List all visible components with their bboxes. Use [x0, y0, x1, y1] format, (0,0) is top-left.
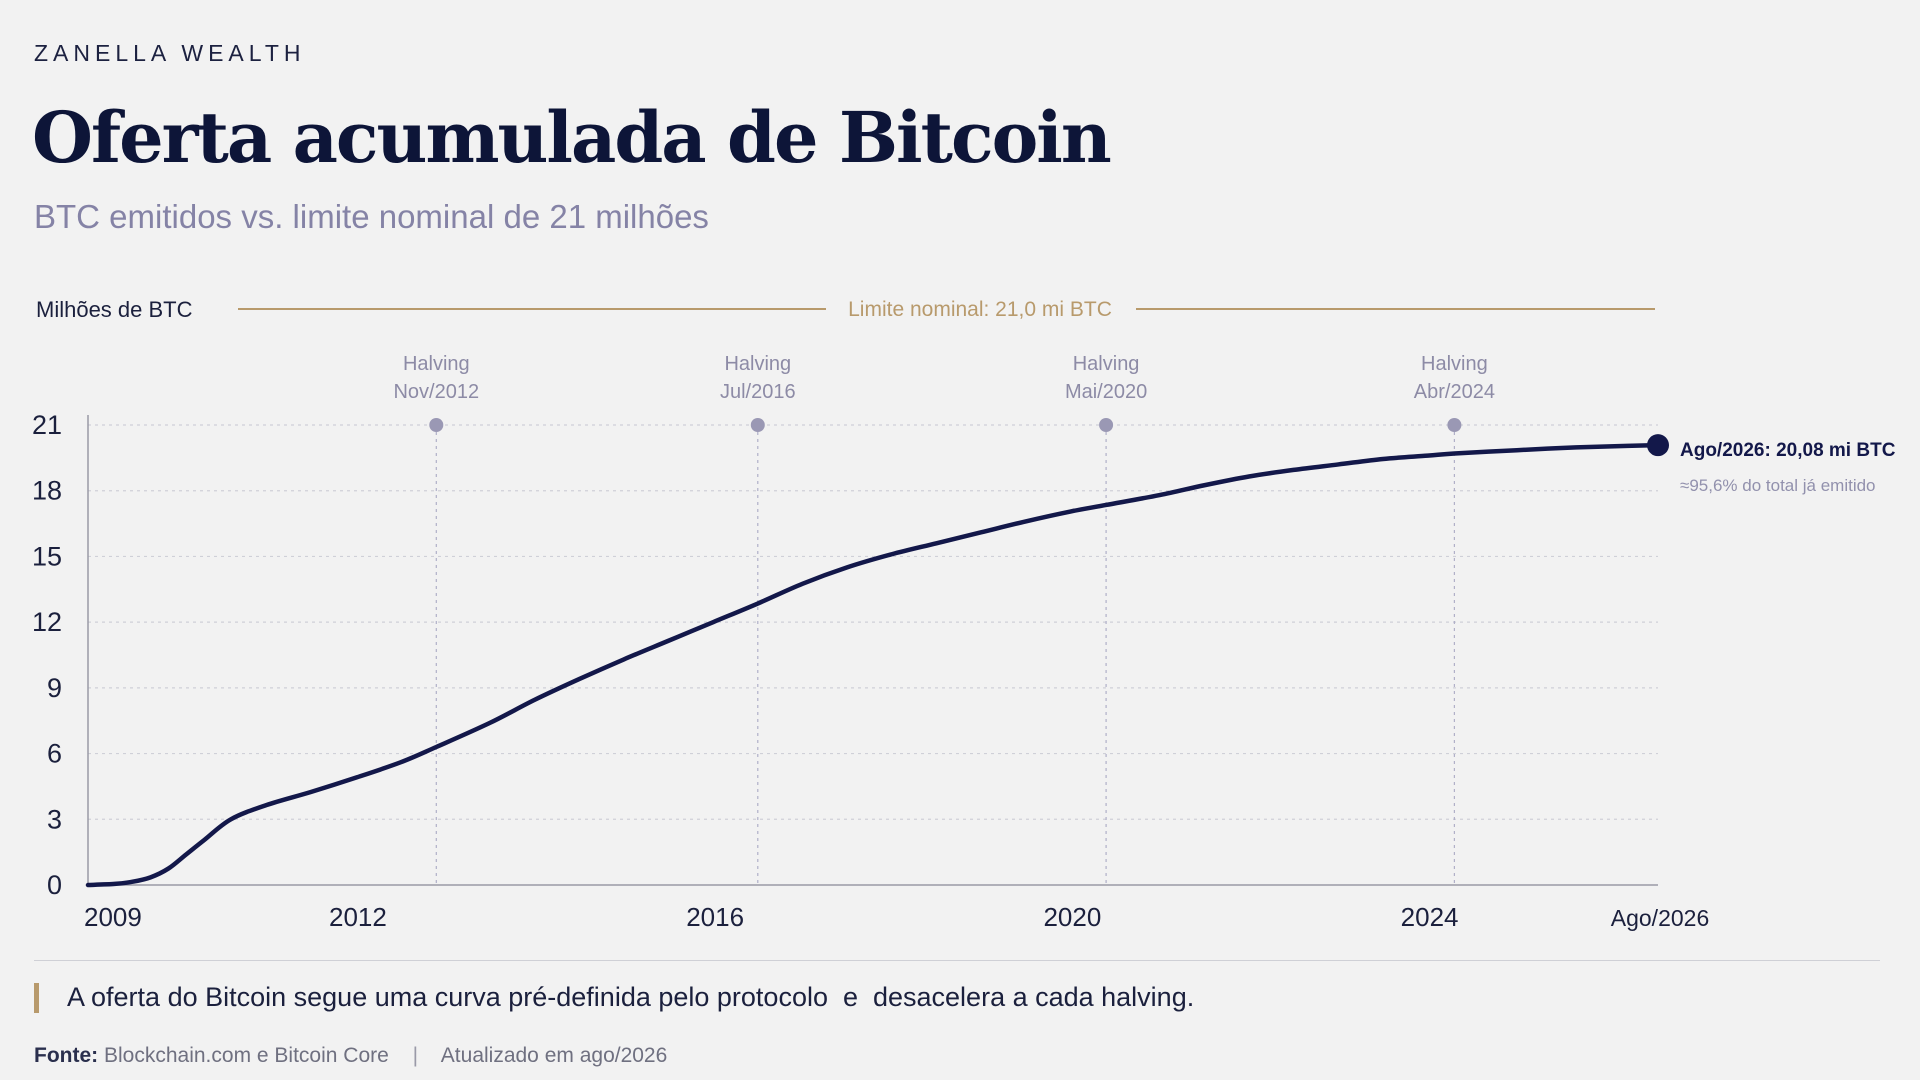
x-tick-label: 2012 — [329, 902, 387, 932]
halving-date: Mai/2020 — [1065, 381, 1147, 403]
source-line: Fonte: Blockchain.com e Bitcoin Core | A… — [34, 1044, 667, 1068]
endpoint-sublabel: ≈95,6% do total já emitido — [1680, 476, 1876, 495]
x-tick-label: 2020 — [1043, 902, 1101, 932]
halving-label: Halving — [1073, 353, 1140, 375]
y-tick-label: 21 — [32, 410, 62, 440]
y-tick-label: 3 — [47, 804, 62, 834]
x-tick-label: 2024 — [1401, 902, 1459, 932]
halving-date: Jul/2016 — [720, 381, 796, 403]
y-tick-label: 18 — [32, 476, 62, 506]
footer-divider — [34, 960, 1880, 961]
chart-title: Oferta acumulada de Bitcoin — [32, 96, 1112, 179]
brand-name: ZANELLA WEALTH — [34, 40, 306, 66]
source-text: Blockchain.com e Bitcoin Core — [104, 1044, 389, 1067]
halving-marker — [750, 418, 765, 432]
supply-series-line — [85, 442, 1661, 888]
updated-text: Atualizado em ago/2026 — [440, 1044, 668, 1067]
halving-label: Halving — [403, 353, 470, 375]
halving-date: Nov/2012 — [393, 381, 479, 403]
endpoint-marker — [1647, 434, 1669, 457]
y-tick-label: 15 — [32, 541, 62, 571]
endpoint-label: Ago/2026: 20,08 mi BTC — [1680, 440, 1896, 461]
halving-label: Halving — [1421, 353, 1488, 375]
y-tick-label: 9 — [47, 673, 62, 703]
supply-line-chart: Milhões de BTC Limite nominal: 21,0 mi BT… — [32, 297, 1896, 932]
note-accent-bar — [34, 983, 39, 1013]
y-tick-label: 12 — [32, 607, 62, 637]
y-axis-label: Milhões de BTC — [36, 297, 193, 322]
halving-marker — [429, 418, 444, 432]
halving-marker — [1447, 418, 1462, 432]
x-tick-label: Ago/2026 — [1611, 905, 1709, 931]
halving-marker — [1099, 418, 1114, 432]
halving-date: Abr/2024 — [1414, 381, 1495, 403]
chart-subtitle: BTC emitidos vs. limite nominal de 21 mi… — [34, 198, 709, 235]
halving-label: Halving — [724, 353, 791, 375]
x-tick-label: 2016 — [686, 902, 744, 932]
y-tick-label: 6 — [47, 739, 62, 769]
key-insight-note: A oferta do Bitcoin segue uma curva pré-… — [67, 982, 1195, 1012]
y-tick-label: 0 — [47, 870, 62, 900]
source-separator: | — [412, 1044, 419, 1067]
limit-line-label: Limite nominal: 21,0 mi BTC — [848, 298, 1112, 321]
x-tick-label: 2009 — [84, 902, 142, 932]
source-label: Fonte: — [34, 1044, 99, 1067]
